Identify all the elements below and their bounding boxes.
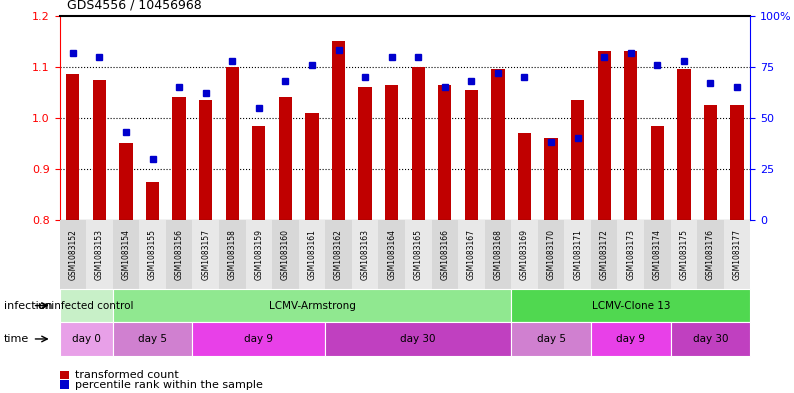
Text: uninfected control: uninfected control: [38, 301, 134, 310]
Text: GSM1083176: GSM1083176: [706, 229, 715, 280]
Bar: [438, 85, 452, 220]
Text: GSM1083170: GSM1083170: [546, 229, 556, 280]
Bar: [66, 75, 79, 220]
Bar: [624, 51, 638, 220]
Bar: [199, 100, 212, 220]
Text: infection: infection: [4, 301, 52, 310]
Text: GSM1083158: GSM1083158: [228, 229, 237, 280]
Bar: [172, 97, 186, 220]
Text: day 9: day 9: [245, 334, 273, 344]
Bar: [306, 113, 318, 220]
Bar: [385, 85, 399, 220]
Text: GSM1083161: GSM1083161: [307, 229, 317, 280]
Text: GSM1083163: GSM1083163: [360, 229, 369, 280]
Text: LCMV-Armstrong: LCMV-Armstrong: [268, 301, 356, 310]
Text: GSM1083171: GSM1083171: [573, 229, 582, 280]
Text: GSM1083168: GSM1083168: [493, 229, 503, 280]
Bar: [332, 41, 345, 220]
Text: percentile rank within the sample: percentile rank within the sample: [75, 380, 263, 390]
Text: GSM1083160: GSM1083160: [281, 229, 290, 280]
Text: GSM1083157: GSM1083157: [201, 229, 210, 280]
Bar: [730, 105, 744, 220]
Bar: [598, 51, 611, 220]
Bar: [252, 126, 265, 220]
Bar: [279, 97, 292, 220]
Text: day 30: day 30: [692, 334, 728, 344]
Bar: [677, 70, 691, 220]
Bar: [518, 133, 531, 220]
Bar: [545, 138, 557, 220]
Text: GSM1083166: GSM1083166: [441, 229, 449, 280]
Text: GSM1083177: GSM1083177: [733, 229, 742, 280]
Bar: [464, 90, 478, 220]
Text: day 5: day 5: [138, 334, 167, 344]
Bar: [146, 182, 159, 220]
Text: GSM1083164: GSM1083164: [387, 229, 396, 280]
Text: GSM1083153: GSM1083153: [95, 229, 104, 280]
Text: day 0: day 0: [71, 334, 101, 344]
Text: day 9: day 9: [616, 334, 646, 344]
Text: GSM1083162: GSM1083162: [334, 229, 343, 280]
Text: GSM1083174: GSM1083174: [653, 229, 662, 280]
Bar: [651, 126, 664, 220]
Bar: [225, 67, 239, 220]
Text: GSM1083169: GSM1083169: [520, 229, 529, 280]
Text: GSM1083154: GSM1083154: [121, 229, 130, 280]
Text: GSM1083155: GSM1083155: [148, 229, 157, 280]
Bar: [491, 70, 504, 220]
Text: LCMV-Clone 13: LCMV-Clone 13: [592, 301, 670, 310]
Text: GSM1083156: GSM1083156: [175, 229, 183, 280]
Text: transformed count: transformed count: [75, 370, 179, 380]
Text: GSM1083167: GSM1083167: [467, 229, 476, 280]
Text: time: time: [4, 334, 29, 344]
Bar: [703, 105, 717, 220]
Bar: [411, 67, 425, 220]
Text: day 30: day 30: [400, 334, 436, 344]
Bar: [358, 87, 372, 220]
Text: GSM1083175: GSM1083175: [680, 229, 688, 280]
Text: day 5: day 5: [537, 334, 565, 344]
Bar: [119, 143, 133, 220]
Bar: [93, 80, 106, 220]
Text: GSM1083172: GSM1083172: [599, 229, 609, 280]
Bar: [571, 100, 584, 220]
Text: GSM1083159: GSM1083159: [254, 229, 264, 280]
Text: GSM1083165: GSM1083165: [414, 229, 422, 280]
Text: GSM1083152: GSM1083152: [68, 229, 77, 280]
Text: GSM1083173: GSM1083173: [626, 229, 635, 280]
Text: GDS4556 / 10456968: GDS4556 / 10456968: [67, 0, 202, 12]
